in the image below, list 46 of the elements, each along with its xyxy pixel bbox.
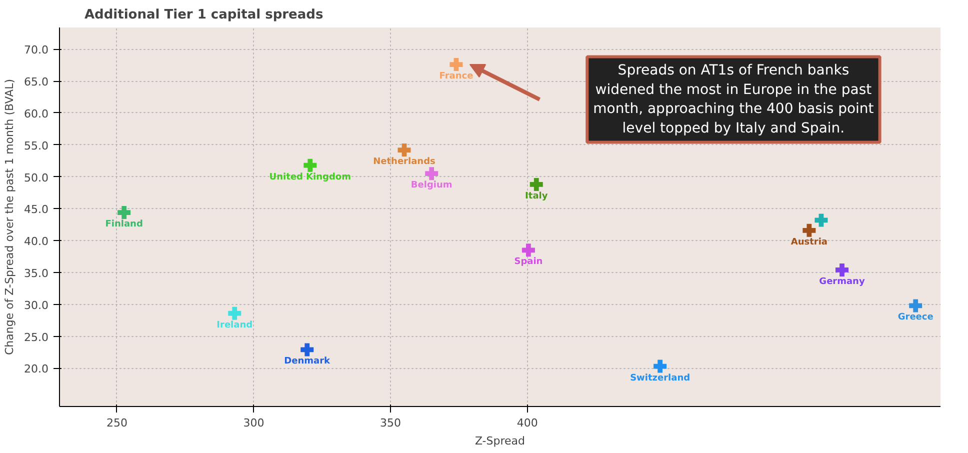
y-tick-label: 30.0 <box>24 298 49 312</box>
point <box>909 299 922 312</box>
y-tick-label: 65.0 <box>24 76 49 89</box>
y-tick-label: 25.0 <box>24 330 49 344</box>
y-tick-label: 55.0 <box>24 139 49 152</box>
series-label: United Kingdom <box>269 172 351 182</box>
point <box>304 158 317 172</box>
series-label: Finland <box>105 220 143 230</box>
annotation: Spreads on AT1s of French banks widened the most in Europe in the past month, approaching the 400 basis point level topped by Italy and Spain. <box>593 62 874 136</box>
y-tick-label: 45.0 <box>24 203 49 216</box>
point <box>450 58 463 72</box>
point <box>836 263 849 276</box>
point <box>425 167 438 180</box>
point <box>530 178 543 191</box>
point <box>300 343 314 356</box>
y-tick-label: 20.0 <box>24 362 49 376</box>
y-axis-title: Change of Z-Spread over the past 1 month (BVAL) <box>3 78 16 356</box>
point <box>802 224 816 237</box>
y-tick-label: 40.0 <box>24 235 49 248</box>
series-label: Belgium <box>410 180 452 191</box>
point <box>118 206 131 220</box>
series-label: Spain <box>514 257 543 268</box>
series-label: Netherlands <box>373 157 436 168</box>
x-tick-label: 350 <box>380 416 402 430</box>
x-tick-label: 250 <box>106 416 128 430</box>
y-tick-label: 35.0 <box>24 267 49 280</box>
point <box>228 306 242 320</box>
x-axis-title: Z-Spread <box>474 434 526 448</box>
chart-title: Additional Tier 1 capital spreads <box>84 8 324 22</box>
y-tick-label: 50.0 <box>24 171 49 184</box>
y-tick-label: 60.0 <box>24 108 49 120</box>
y-tick-label: 70.0 <box>24 44 49 57</box>
series-label: Italy <box>525 191 548 202</box>
point <box>522 244 535 257</box>
series-label: Austria <box>790 237 828 248</box>
series-label: Ireland <box>216 320 253 330</box>
point <box>398 144 411 157</box>
point <box>654 360 667 373</box>
series-label: Switzerland <box>630 373 690 384</box>
series-label: France <box>439 72 474 82</box>
x-tick-label: 400 <box>516 416 538 430</box>
series-label: Denmark <box>284 356 332 367</box>
series-label: Greece <box>898 312 934 323</box>
point <box>814 214 828 227</box>
series-label: Germany <box>819 276 865 287</box>
x-tick-label: 300 <box>243 416 264 430</box>
